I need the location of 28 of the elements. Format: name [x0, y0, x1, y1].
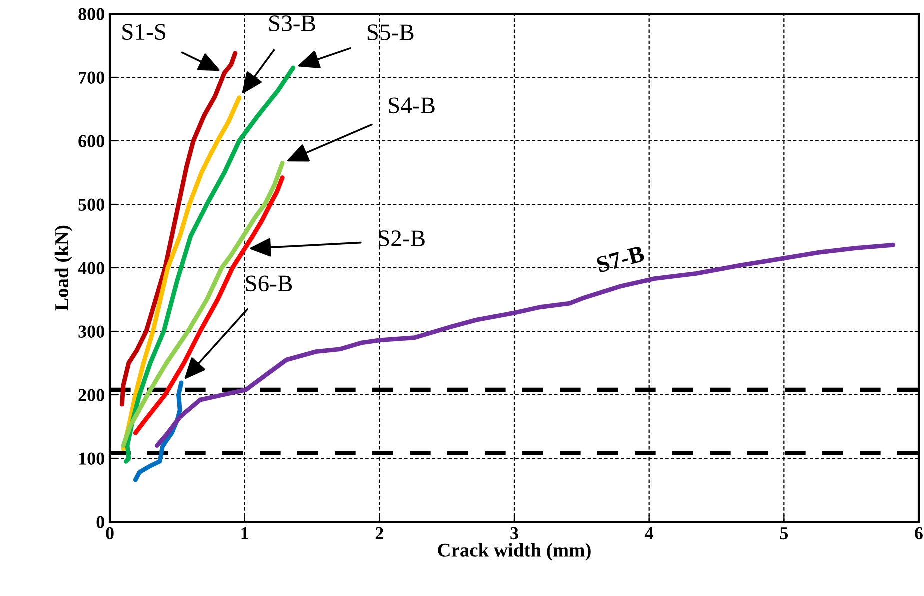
x-tick-label: 5: [780, 528, 788, 540]
x-tick-label: 1: [242, 527, 248, 540]
text: S6-B: [246, 276, 292, 292]
y-tick-label: 500: [78, 198, 104, 211]
x-tick-label: 6: [915, 527, 923, 540]
y-axis-title: Load (kN): [54, 226, 72, 311]
text: S7-B: [596, 246, 646, 274]
text: S2-B: [379, 230, 425, 247]
x-axis-title: Crack width (mm): [438, 543, 591, 561]
x-tick-label: 4: [645, 528, 654, 540]
y-tick-label: 0: [96, 516, 104, 528]
x-tick-label: 3: [510, 527, 518, 540]
line-series: [121, 96, 242, 452]
y-tick-label: 100: [80, 452, 104, 465]
text: S1-S: [122, 24, 166, 40]
y-tick-label: 300: [78, 326, 104, 338]
line-series: [120, 51, 238, 407]
y-tick-label: 600: [78, 135, 104, 148]
y-tick-label: 200: [78, 389, 104, 402]
y-tick-label: 800: [78, 8, 104, 20]
y-tick-label: 400: [78, 262, 104, 274]
x-tick-label: 0: [106, 527, 114, 540]
text: S4-B: [389, 98, 435, 114]
text: S5-B: [368, 24, 414, 41]
x-tick-label: 2: [376, 527, 384, 540]
y-tick-label: 700: [79, 72, 104, 84]
line-series: [124, 66, 296, 464]
text: S3-B: [270, 16, 316, 32]
